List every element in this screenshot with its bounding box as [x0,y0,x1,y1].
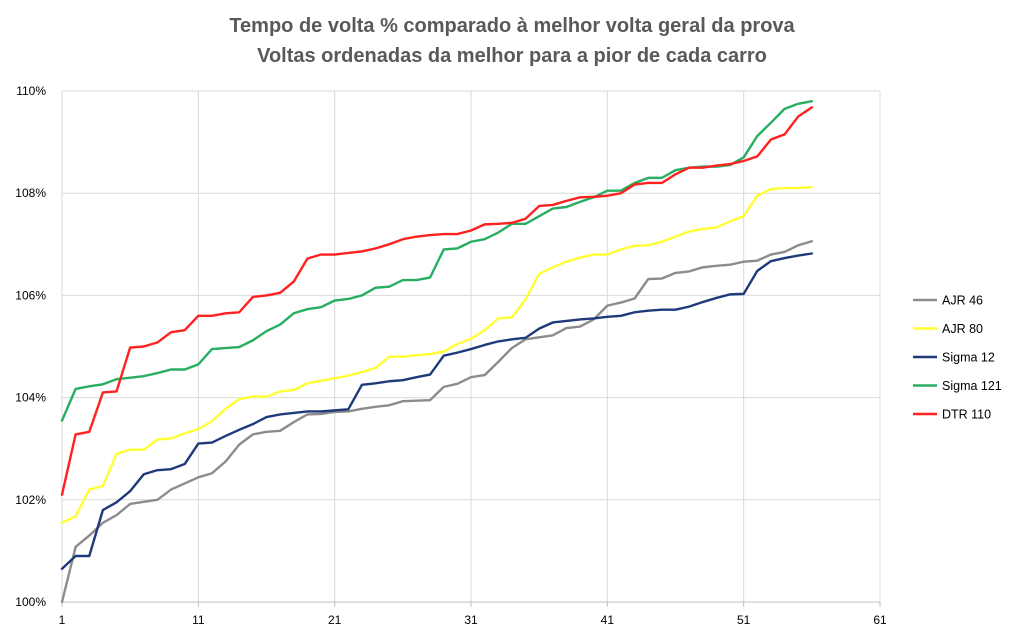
series-line-ajr-80 [60,185,814,524]
legend-label: Sigma 12 [942,351,995,365]
series-line-dtr-110 [60,106,814,496]
x-tick-label: 61 [873,613,887,627]
legend-label: DTR 110 [942,408,991,422]
series-line-ajr-46 [60,240,814,604]
y-tick-label: 100% [15,595,46,609]
legend-label: AJR 46 [942,294,983,308]
x-tick-label: 31 [464,613,478,627]
y-tick-label: 106% [15,288,46,302]
tick-labels: 100%102%104%106%108%110%1 11 21 31 41 51 61 [15,84,887,627]
x-tick-label: 11 [192,613,205,627]
series-line-sigma-12 [60,252,814,570]
y-tick-label: 104% [15,391,46,405]
axes [61,601,881,607]
y-tick-label: 108% [15,186,46,200]
x-tick-label: 41 [601,613,615,627]
series-line-sigma-121 [60,100,814,422]
y-tick-label: 110% [16,84,46,98]
x-tick-label: 1 [59,613,66,627]
gridlines [61,90,881,603]
x-tick-label: 21 [328,613,342,627]
y-tick-label: 102% [15,493,46,507]
series-lines [60,100,814,604]
legend-label: Sigma 121 [942,379,1002,393]
chart-title: Tempo de volta % comparado à melhor volt… [229,15,795,37]
x-tick-label: 51 [737,613,751,627]
legend: AJR 46 AJR 80 Sigma 12 Sigma 121 DTR 110 [913,294,1002,422]
legend-label: AJR 80 [942,322,983,336]
chart-subtitle: Voltas ordenadas da melhor para a pior d… [257,45,767,67]
